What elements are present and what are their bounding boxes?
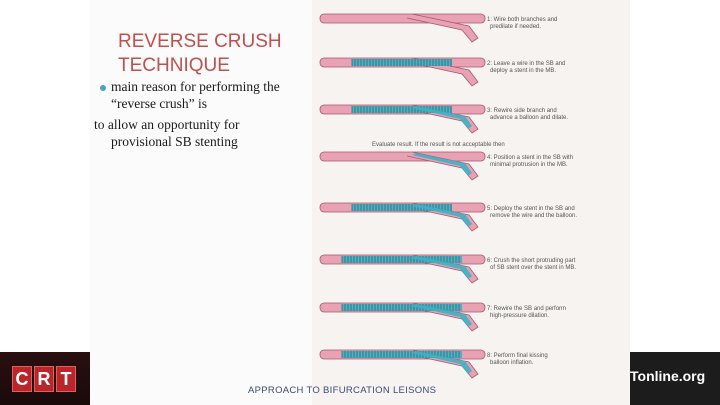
step-1-label-line-2: predilate if needed.	[490, 24, 541, 30]
bullet-point: main reason for performing the	[100, 78, 280, 95]
step-6-label-line-1: 6: Crush the short protruding part	[487, 258, 576, 264]
step-3-label-line-1: 3: Rewire side branch and	[487, 108, 557, 114]
evaluate-note: Evaluate result. If the result is not ac…	[372, 142, 505, 148]
side-branch-stent	[412, 351, 472, 374]
step-5-illustration: 5: Deploy the stent in the SB andremove …	[319, 202, 577, 232]
main-branch-stent	[352, 204, 452, 211]
step-4-label-line-2: minimal protrusion in the MB.	[490, 162, 568, 168]
footer-caption: APPROACH TO BIFURCATION LEISONS	[248, 385, 437, 396]
site-url: Tonline.org	[630, 368, 706, 384]
step-7-label-line-1: 7: Rewire the SB and perform	[487, 306, 566, 312]
side-branch-vessel	[406, 13, 479, 43]
main-branch-stent	[352, 59, 452, 66]
side-branch-stent	[412, 204, 472, 227]
main-branch-vessel	[319, 13, 486, 24]
step-7-illustration: 7: Rewire the SB and performhigh-pressur…	[319, 302, 566, 332]
body-text-4: provisional SB stenting	[111, 134, 238, 149]
bullet-text-2: “reverse crush” is	[111, 96, 207, 111]
step-2-label-line-2: deploy a stent in the MB.	[490, 68, 556, 74]
main-branch-stent	[352, 106, 452, 113]
step-7-label-line-2: high-pressure dilation.	[490, 313, 549, 319]
step-4-label-line-1: 4: Position a stent in the SB with	[487, 155, 573, 161]
side-branch-stent	[412, 256, 472, 279]
title-line-1: REVERSE CRUSH	[118, 31, 282, 52]
side-branch-stent	[412, 304, 472, 327]
slide-title: REVERSE CRUSH TECHNIQUE	[118, 30, 318, 78]
right-margin	[630, 0, 720, 405]
step-8-label-line-2: balloon inflation.	[490, 360, 534, 366]
step-5-label-line-2: remove the wire and the balloon.	[490, 213, 577, 219]
crt-logo: C R T	[12, 366, 76, 392]
bullet-icon	[100, 84, 106, 91]
step-8-label-line-1: 8: Perform final kissing	[487, 353, 548, 359]
side-branch-stent	[412, 153, 472, 176]
logo-letter-r: R	[34, 366, 54, 392]
left-margin	[0, 0, 90, 405]
step-2-label-line-1: 2: Leave a wire in the SB and	[487, 61, 565, 67]
logo-letter-t: T	[56, 366, 76, 392]
reverse-crush-figure: 1: Wire both branches and predilate if ne…	[312, 0, 630, 405]
main-branch-vessel	[319, 151, 486, 162]
title-line-2: TECHNIQUE	[118, 55, 230, 76]
side-branch-stent	[412, 106, 472, 129]
bullet-text-1: main reason for performing the	[111, 79, 280, 94]
step-1-label-line-1: 1: Wire both branches and	[487, 17, 557, 23]
step-4-illustration: 4: Position a stent in the SB withminima…	[319, 151, 573, 181]
step-6-label-line-2: of SB stent over the stent in MB.	[490, 265, 576, 271]
logo-letter-c: C	[12, 366, 32, 392]
body-text-3: to allow an opportunity for	[94, 117, 240, 132]
step-5-label-line-1: 5: Deploy the stent in the SB and	[487, 206, 575, 212]
step-3-label-line-2: advance a balloon and dilate.	[490, 115, 568, 121]
